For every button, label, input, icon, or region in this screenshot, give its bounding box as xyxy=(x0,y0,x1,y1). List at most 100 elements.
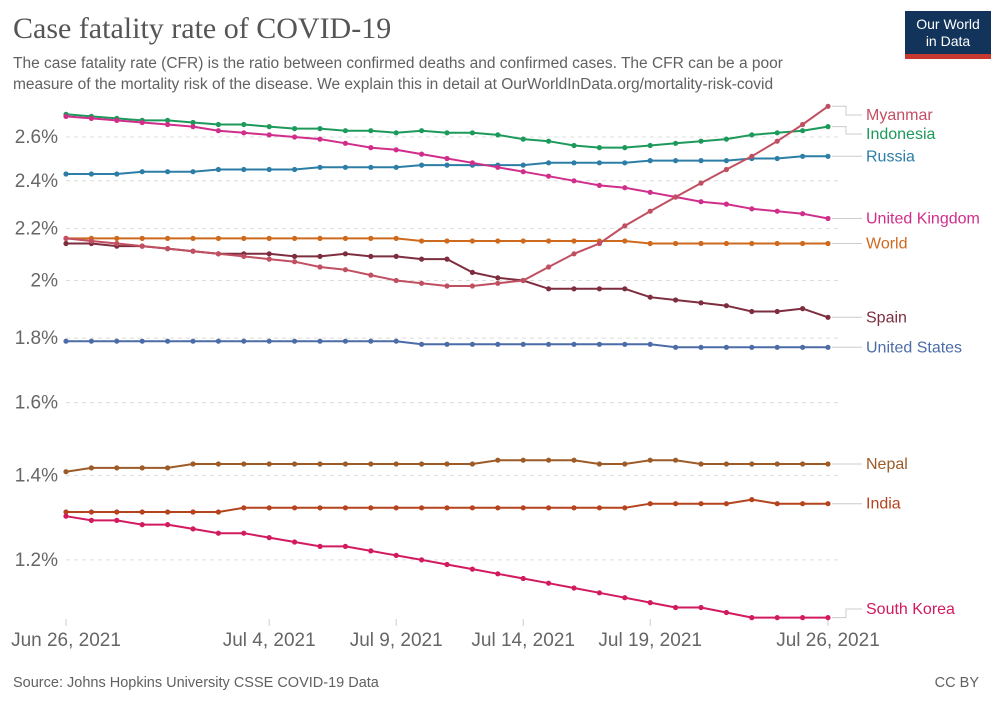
data-point xyxy=(495,164,501,170)
data-point xyxy=(165,169,171,175)
data-point xyxy=(825,314,831,320)
series-label-nepal[interactable]: Nepal xyxy=(866,456,908,473)
data-point xyxy=(469,238,475,244)
data-point xyxy=(825,124,831,130)
data-point xyxy=(546,238,552,244)
data-point xyxy=(495,457,501,463)
data-point xyxy=(596,341,603,347)
data-point xyxy=(800,211,806,217)
series-label-south-korea[interactable]: South Korea xyxy=(866,601,955,618)
data-point xyxy=(266,256,272,262)
data-point xyxy=(800,128,806,134)
series-india[interactable]: India xyxy=(63,496,901,515)
data-point xyxy=(88,338,94,344)
data-point xyxy=(825,153,831,159)
series-label-united-kingdom[interactable]: United Kingdom xyxy=(866,211,980,228)
series-nepal[interactable]: Nepal xyxy=(63,456,908,475)
series-label-russia[interactable]: Russia xyxy=(866,148,915,165)
data-point xyxy=(673,501,679,507)
data-point xyxy=(800,306,806,312)
data-point xyxy=(342,128,348,134)
data-point xyxy=(825,344,831,350)
data-point xyxy=(673,457,679,463)
license-link[interactable]: CC BY xyxy=(934,675,979,691)
data-point xyxy=(215,509,221,515)
data-point xyxy=(63,469,69,475)
data-point xyxy=(647,240,653,247)
data-point xyxy=(444,283,450,289)
data-point xyxy=(723,501,730,507)
data-point xyxy=(190,248,196,254)
data-point xyxy=(825,215,831,222)
data-point xyxy=(495,132,501,138)
data-point xyxy=(495,238,501,244)
data-point xyxy=(444,505,450,511)
data-point xyxy=(393,461,399,467)
data-point xyxy=(596,240,603,247)
data-point xyxy=(698,344,704,350)
data-point xyxy=(165,121,171,128)
data-point xyxy=(215,251,221,257)
data-point xyxy=(495,341,501,347)
data-point xyxy=(596,505,603,511)
data-point xyxy=(774,461,780,467)
data-point xyxy=(723,344,730,350)
series-indonesia[interactable]: Indonesia xyxy=(63,111,935,151)
data-point xyxy=(190,461,196,467)
data-point xyxy=(774,240,780,247)
series-label-spain[interactable]: Spain xyxy=(866,309,907,326)
data-point xyxy=(368,253,374,259)
data-point xyxy=(546,505,552,511)
data-point xyxy=(825,461,831,467)
data-point xyxy=(622,185,628,191)
data-point xyxy=(215,128,221,134)
series-label-myanmar[interactable]: Myanmar xyxy=(866,107,933,124)
data-point xyxy=(317,543,323,550)
data-point xyxy=(800,153,806,159)
data-point xyxy=(266,166,272,173)
data-point xyxy=(800,344,806,350)
data-point xyxy=(88,465,94,471)
data-point xyxy=(63,338,69,344)
data-point xyxy=(419,280,425,286)
data-point xyxy=(723,461,730,467)
data-point xyxy=(342,543,348,550)
series-united-states[interactable]: United States xyxy=(63,338,962,357)
data-point xyxy=(342,251,348,257)
data-point xyxy=(800,501,806,507)
series-spain[interactable]: Spain xyxy=(63,240,907,326)
data-point xyxy=(393,235,399,241)
owid-logo[interactable]: Our World in Data xyxy=(905,11,991,59)
series-russia[interactable]: Russia xyxy=(63,148,915,177)
data-point xyxy=(774,308,780,315)
data-point xyxy=(673,604,679,611)
data-point xyxy=(139,119,145,126)
data-point xyxy=(698,240,704,247)
data-point xyxy=(571,585,577,591)
data-point xyxy=(647,294,653,300)
data-point xyxy=(292,126,298,132)
data-point xyxy=(673,240,679,247)
data-point xyxy=(266,338,272,344)
series-label-united-states[interactable]: United States xyxy=(866,339,962,356)
series-world[interactable]: World xyxy=(63,235,908,253)
data-point xyxy=(571,238,577,244)
data-point xyxy=(495,505,501,511)
series-label-indonesia[interactable]: Indonesia xyxy=(866,126,935,143)
series-label-world[interactable]: World xyxy=(866,236,908,253)
series-united-kingdom[interactable]: United Kingdom xyxy=(63,113,980,228)
series-south-korea[interactable]: South Korea xyxy=(63,513,955,621)
data-point xyxy=(190,338,196,344)
data-point xyxy=(698,501,704,507)
data-point xyxy=(139,522,145,528)
data-point xyxy=(723,201,730,207)
data-point xyxy=(190,119,196,126)
series-label-india[interactable]: India xyxy=(866,496,901,513)
data-point xyxy=(317,164,323,170)
owid-logo-line1: Our World xyxy=(916,16,980,32)
data-point xyxy=(342,267,348,273)
data-point xyxy=(215,338,221,344)
data-point xyxy=(444,155,450,162)
data-point xyxy=(749,497,755,503)
series-myanmar[interactable]: Myanmar xyxy=(63,103,933,289)
